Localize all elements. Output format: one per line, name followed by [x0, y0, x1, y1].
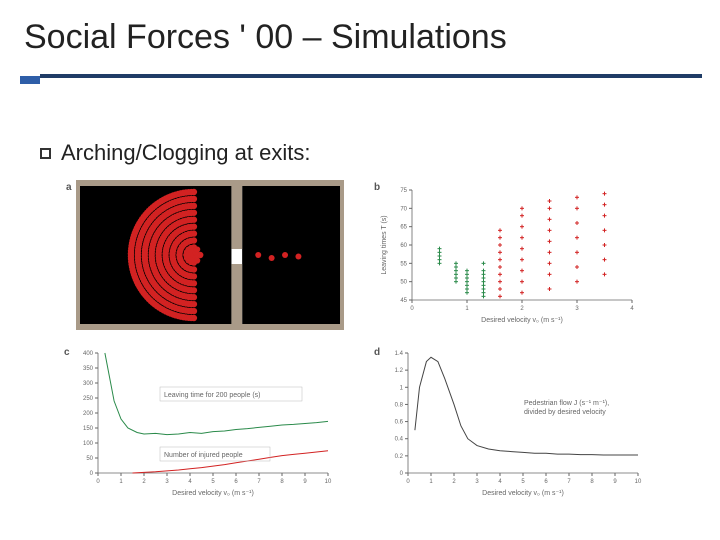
svg-text:4: 4	[188, 479, 192, 485]
svg-text:5: 5	[211, 479, 215, 485]
bullet-text: Arching/Clogging at exits:	[61, 140, 310, 166]
panel-a: a	[64, 180, 344, 330]
svg-text:55: 55	[400, 261, 407, 267]
svg-text:0.4: 0.4	[395, 437, 404, 443]
svg-text:7: 7	[567, 479, 571, 485]
svg-text:250: 250	[83, 396, 94, 402]
svg-text:10: 10	[635, 479, 642, 485]
svg-text:0.2: 0.2	[395, 454, 404, 460]
panel-c: c 012345678910050100150200250300350400De…	[64, 345, 344, 505]
title-underline	[0, 72, 720, 86]
svg-text:50: 50	[400, 280, 407, 286]
svg-text:60: 60	[400, 243, 407, 249]
svg-text:150: 150	[83, 426, 94, 432]
svg-text:5: 5	[521, 479, 525, 485]
panel-label-d: d	[374, 347, 380, 358]
svg-text:Leaving time for 200 people (s: Leaving time for 200 people (s)	[164, 392, 261, 399]
svg-text:Number of injured people: Number of injured people	[164, 452, 243, 459]
figure-panels: a b 0123445505560657075Desired velocity …	[64, 180, 654, 520]
svg-text:Desired velocity v₀ (m s⁻¹): Desired velocity v₀ (m s⁻¹)	[482, 490, 564, 497]
svg-text:2: 2	[452, 479, 456, 485]
bullet-item: Arching/Clogging at exits:	[40, 140, 310, 166]
svg-text:45: 45	[400, 298, 407, 304]
panel-b: b 0 1 2 3 4 45 50 55 60 65 70 75 Desired velocity v₀…	[374, 180, 654, 330]
svg-text:8: 8	[590, 479, 594, 485]
svg-text:100: 100	[83, 441, 94, 447]
svg-text:3: 3	[575, 306, 579, 312]
svg-text:350: 350	[83, 366, 94, 372]
svg-text:1.2: 1.2	[395, 368, 404, 374]
svg-text:0.8: 0.8	[395, 402, 404, 408]
svg-text:Desired velocity v₀ (m s⁻¹): Desired velocity v₀ (m s⁻¹)	[172, 490, 254, 497]
svg-text:300: 300	[83, 381, 94, 387]
svg-text:0: 0	[96, 479, 100, 485]
svg-text:0: 0	[90, 471, 94, 477]
svg-text:1.4: 1.4	[395, 351, 404, 357]
svg-text:10: 10	[325, 479, 332, 485]
panel-label-b: b	[374, 182, 380, 193]
svg-text:6: 6	[234, 479, 238, 485]
svg-text:1: 1	[429, 479, 433, 485]
svg-text:70: 70	[400, 206, 407, 212]
svg-text:2: 2	[520, 306, 524, 312]
svg-text:0: 0	[410, 306, 414, 312]
svg-text:Desired velocity v₀ (m s⁻¹): Desired velocity v₀ (m s⁻¹)	[481, 317, 563, 324]
svg-text:0: 0	[406, 479, 410, 485]
svg-text:3: 3	[165, 479, 169, 485]
svg-text:9: 9	[613, 479, 617, 485]
svg-text:divided by desired velocity: divided by desired velocity	[524, 409, 606, 416]
svg-text:4: 4	[498, 479, 502, 485]
svg-text:1: 1	[465, 306, 469, 312]
slide-title: Social Forces ' 00 – Simulations	[0, 0, 720, 57]
svg-text:0: 0	[400, 471, 404, 477]
svg-text:200: 200	[83, 411, 94, 417]
svg-text:75: 75	[400, 188, 407, 194]
svg-text:6: 6	[544, 479, 548, 485]
svg-text:2: 2	[142, 479, 146, 485]
svg-text:Pedestrian flow J (s⁻¹ m⁻¹),: Pedestrian flow J (s⁻¹ m⁻¹),	[524, 400, 609, 407]
panel-label-c: c	[64, 347, 70, 358]
svg-text:8: 8	[280, 479, 284, 485]
svg-text:9: 9	[303, 479, 307, 485]
svg-text:400: 400	[83, 351, 94, 357]
svg-text:65: 65	[400, 225, 407, 231]
panel-label-a: a	[66, 182, 72, 193]
svg-text:3: 3	[475, 479, 479, 485]
svg-text:1: 1	[400, 385, 404, 391]
svg-text:1: 1	[119, 479, 123, 485]
bullet-icon	[40, 148, 51, 159]
svg-text:4: 4	[630, 306, 634, 312]
svg-text:50: 50	[86, 456, 93, 462]
svg-text:0.6: 0.6	[395, 420, 404, 426]
panel-d: d 0 1 2 3 4 5 6 7 8 9 10 0 0.2 0.4 0.6 0.8 1 1.2 1.4 Desire…	[374, 345, 654, 505]
svg-text:Leaving times T (s): Leaving times T (s)	[381, 215, 388, 274]
svg-text:7: 7	[257, 479, 261, 485]
